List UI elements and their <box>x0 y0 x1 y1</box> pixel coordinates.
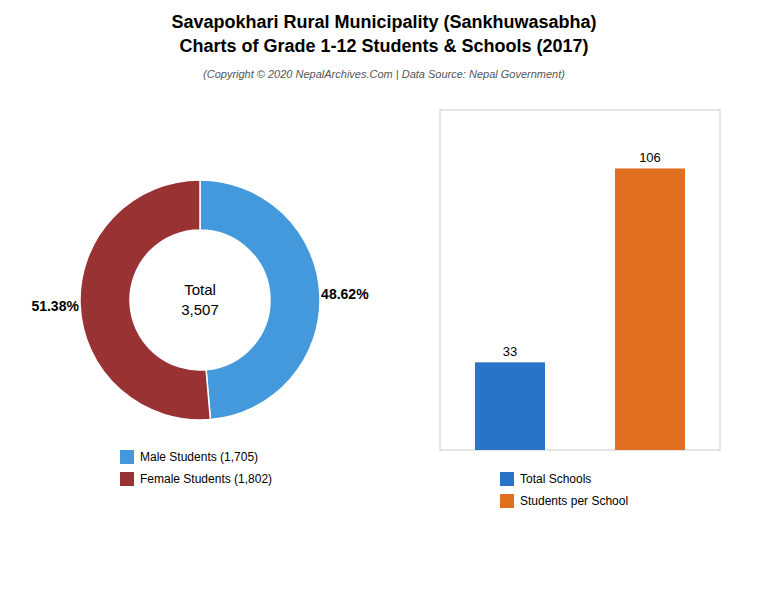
legend-item: Female Students (1,802) <box>120 472 272 486</box>
slice <box>80 180 210 420</box>
legend-swatch <box>120 472 134 486</box>
legend-label: Female Students (1,802) <box>140 472 272 486</box>
title: Charts of Grade 1-12 Students & Schools … <box>179 36 588 56</box>
legend: Total Schools Students per School <box>500 472 628 508</box>
chart-root: Savapokhari Rural Municipality (Sankhuwa… <box>0 0 768 597</box>
data-label: 48.62% <box>321 286 369 302</box>
bar-chart: 33 106 <box>440 110 720 450</box>
donut-chart: 48.62% 51.38% Total3,507 <box>31 180 369 420</box>
title: Savapokhari Rural Municipality (Sankhuwa… <box>171 12 596 32</box>
annotation: Total3,507 <box>181 281 219 318</box>
data-label: 51.38% <box>31 298 79 314</box>
bars <box>475 168 685 450</box>
legend-label: Male Students (1,705) <box>140 450 258 464</box>
legend-swatch <box>500 472 514 486</box>
legend: Male Students (1,705) Female Students (1,… <box>120 450 272 486</box>
data-label: 33 <box>503 344 517 359</box>
legend-item: Total Schools <box>500 472 591 486</box>
subtitle: (Copyright © 2020 NepalArchives.Com | Da… <box>203 68 565 80</box>
bar <box>475 362 545 450</box>
legend-item: Male Students (1,705) <box>120 450 258 464</box>
bar <box>615 168 685 450</box>
legend-label: Students per School <box>520 494 628 508</box>
legend-swatch <box>500 494 514 508</box>
legend-swatch <box>120 450 134 464</box>
slice <box>200 180 320 420</box>
slices <box>80 180 320 420</box>
legend-item: Students per School <box>500 494 628 508</box>
plot-frame <box>440 110 720 450</box>
legend-label: Total Schools <box>520 472 591 486</box>
data-label: 106 <box>639 150 661 165</box>
